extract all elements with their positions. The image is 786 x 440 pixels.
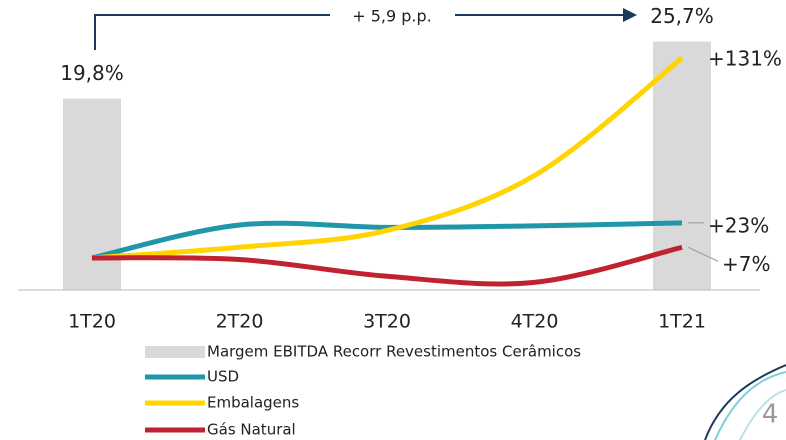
legend-label: USD [207,368,239,386]
line-value-label: +131% [708,47,782,71]
bar-value-label: 25,7% [650,4,714,28]
annotation-arrowhead [623,8,637,22]
legend-swatch [145,346,205,358]
line-series [91,244,683,287]
decor-curve [704,364,786,440]
line-value-label: +23% [708,213,769,237]
bar [63,98,121,290]
label-connector [687,246,719,262]
decor-curve [739,389,786,440]
x-tick-label: 4T20 [511,311,559,333]
page-number: 4 [762,400,779,430]
x-tick-label: 3T20 [363,311,411,333]
decor-curve [714,371,786,440]
line-value-label: +7% [722,252,771,276]
bar-value-label: 19,8% [60,61,124,85]
line-series [91,220,683,261]
legend-label: Gás Natural [207,421,296,439]
x-tick-label: 1T20 [68,311,116,333]
line-series [91,56,684,261]
x-tick-label: 2T20 [216,311,264,333]
legend-label: Embalagens [207,394,299,412]
x-tick-label: 1T21 [658,311,706,333]
annotation-bracket [94,14,625,50]
legend-label: Margem EBITDA Recorr Revestimentos Cerâm… [207,343,581,361]
annotation: + 5,9 p.p. [352,7,432,26]
